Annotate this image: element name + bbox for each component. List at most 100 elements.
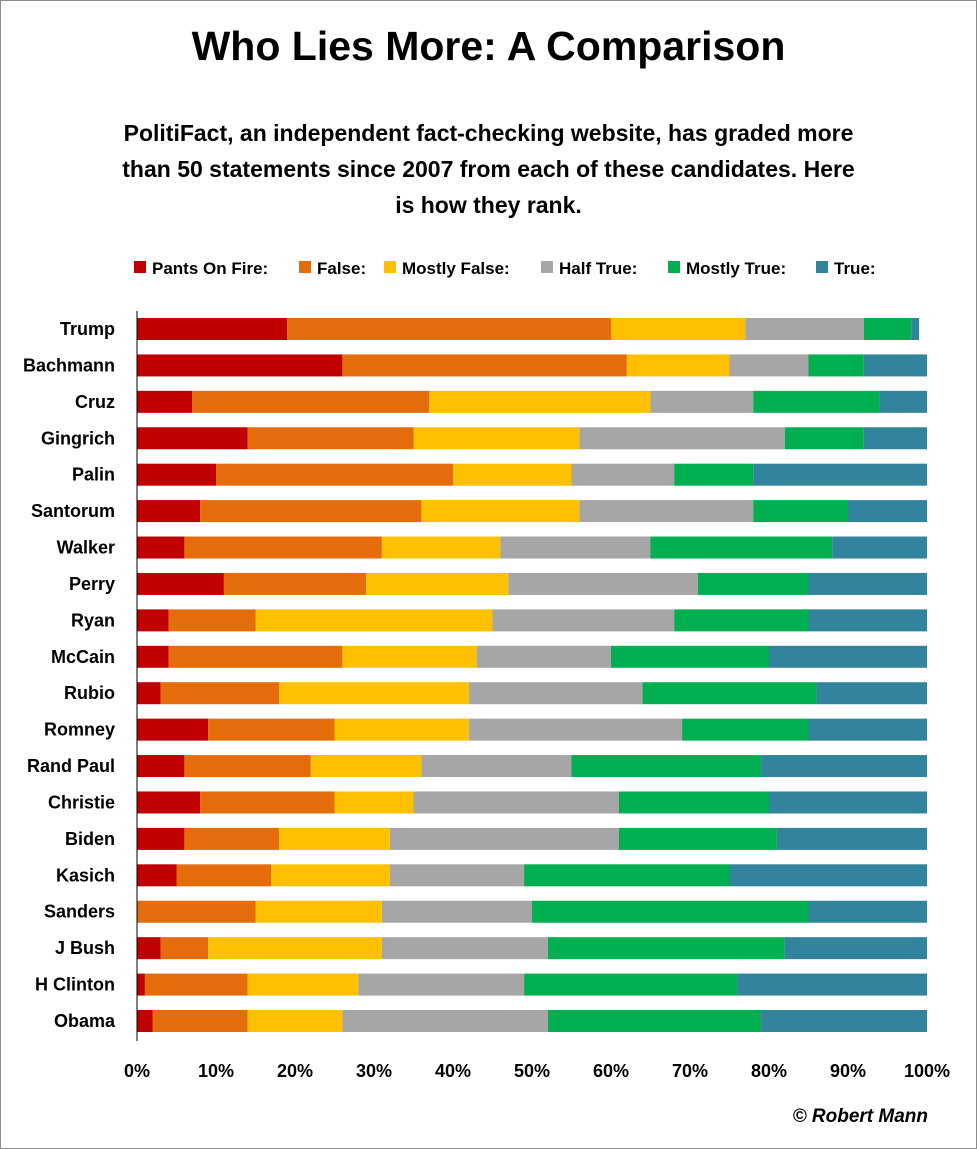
bar-segment [137, 791, 201, 814]
bar-segment [500, 536, 651, 559]
bar-segment [761, 1010, 927, 1032]
bar-segment [279, 682, 469, 705]
category-label: Trump [60, 319, 115, 339]
bar-segment [808, 354, 864, 377]
bar-segment [579, 500, 754, 523]
bar-segment [255, 900, 382, 923]
bar-segment [342, 1010, 548, 1032]
bar-segment [808, 718, 927, 741]
bar-segment [144, 973, 248, 996]
legend-label: Half True: [559, 259, 637, 278]
bar-segment [784, 937, 927, 960]
x-tick-label: 90% [830, 1061, 866, 1081]
category-label: Romney [44, 720, 115, 740]
category-label: Rand Paul [27, 756, 115, 776]
legend-swatch [541, 261, 553, 273]
x-tick-label: 10% [198, 1061, 234, 1081]
category-label: Sanders [44, 902, 115, 922]
category-label: Christie [48, 792, 115, 812]
bar-segment [152, 1010, 248, 1032]
bar-segment [863, 427, 927, 450]
bar-segment [816, 682, 927, 705]
bar-segment [571, 463, 675, 486]
bar-segment [808, 609, 927, 632]
bar-segment [334, 791, 414, 814]
bar-segment [216, 463, 453, 486]
bar-segment [358, 973, 525, 996]
bar-segment [381, 536, 501, 559]
category-label: Gingrich [41, 428, 115, 448]
x-tick-label: 80% [751, 1061, 787, 1081]
bar-segment [784, 427, 864, 450]
bar-segment [334, 718, 469, 741]
x-tick-label: 50% [514, 1061, 550, 1081]
bar-segment [200, 791, 335, 814]
bar-segment [176, 864, 272, 887]
bar-segment [342, 645, 477, 668]
bar-segment [697, 572, 809, 595]
bar-segment [279, 827, 390, 850]
bar-segment [421, 500, 580, 523]
bar-segment [137, 937, 161, 960]
bar-segment [745, 318, 864, 340]
bar-segment [832, 536, 927, 559]
category-label: McCain [51, 647, 115, 667]
bar-segment [247, 973, 359, 996]
bar-segment [381, 900, 532, 923]
bar-segment [682, 718, 809, 741]
bar-segment [137, 427, 248, 450]
bar-segment [137, 755, 185, 778]
bar-segment [137, 500, 201, 523]
bar-segment [776, 827, 927, 850]
bar-segment [769, 645, 927, 668]
bar-segment [168, 609, 256, 632]
bar-segment [137, 318, 288, 340]
bar-segment [137, 390, 193, 413]
category-label: Ryan [71, 610, 115, 630]
chart-title: Who Lies More: A Comparison [191, 23, 786, 69]
bar-segment [769, 791, 927, 814]
bar-segment [468, 718, 683, 741]
bar-segment [137, 682, 161, 705]
bar-segment [729, 864, 927, 887]
category-label: Walker [57, 538, 115, 558]
bar-segment [184, 755, 311, 778]
bar-segment [223, 572, 367, 595]
bar-segment [611, 645, 769, 668]
legend-swatch [668, 261, 680, 273]
legend-label: True: [834, 259, 876, 278]
bar-segment [137, 572, 224, 595]
x-tick-label: 40% [435, 1061, 471, 1081]
bar-segment [524, 973, 738, 996]
x-tick-label: 0% [124, 1061, 150, 1081]
credit: © Robert Mann [792, 1106, 928, 1127]
bar-segment [366, 572, 509, 595]
category-label: H Clinton [35, 975, 115, 995]
bar-segment [184, 536, 382, 559]
bar-segment [310, 755, 422, 778]
bar-segment [879, 390, 927, 413]
category-label: Rubio [64, 683, 115, 703]
category-label: Bachmann [23, 355, 115, 375]
bar-segment [413, 791, 619, 814]
bar-segment [626, 354, 730, 377]
bar-segment [137, 973, 145, 996]
category-label: Cruz [75, 392, 115, 412]
chart-subtitle: PolitiFact, an independent fact-checking… [122, 120, 855, 218]
bar-segment [271, 864, 390, 887]
bar-segment [137, 827, 185, 850]
legend-swatch [299, 261, 311, 273]
bar-segment [753, 500, 848, 523]
x-tick-label: 30% [356, 1061, 392, 1081]
legend-swatch [134, 261, 146, 273]
bar-segment [547, 1010, 762, 1032]
bar-segment [863, 354, 927, 377]
bar-segment [137, 900, 256, 923]
bar-segment [381, 937, 548, 960]
legend-label: Mostly True: [686, 259, 786, 278]
bar-segment [137, 609, 169, 632]
bar-segment [413, 427, 580, 450]
bar-segment [137, 864, 177, 887]
